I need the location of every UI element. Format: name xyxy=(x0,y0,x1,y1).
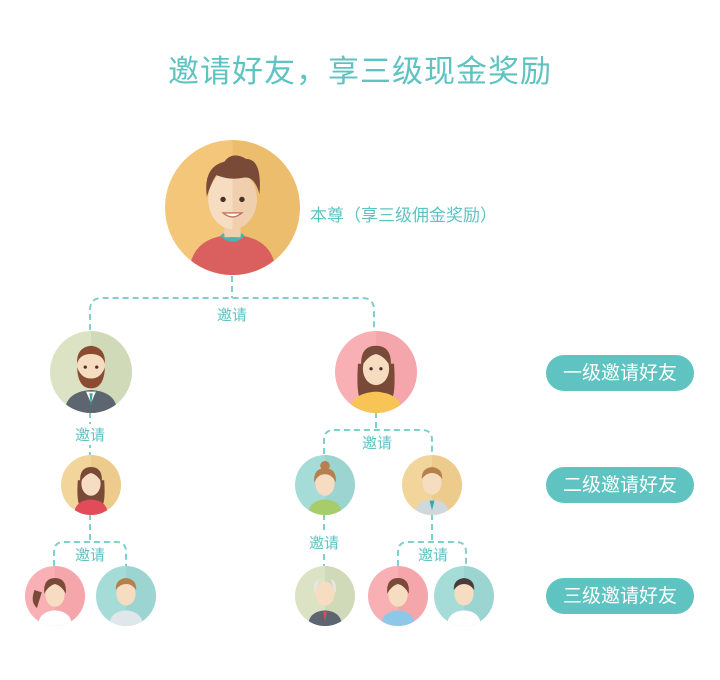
young-man-icon xyxy=(165,140,300,275)
invite-label-root: 邀请 xyxy=(214,304,250,325)
level-3-badge: 三级邀请好友 xyxy=(546,578,694,614)
page-title: 邀请好友，享三级现金奖励 xyxy=(168,54,552,90)
invite-label-l3-left: 邀请 xyxy=(72,544,108,565)
man-tie-icon xyxy=(402,455,462,515)
bearded-man-icon xyxy=(50,331,132,413)
invite-label-left: 邀请 xyxy=(72,424,108,445)
invite-label-right: 邀请 xyxy=(359,432,395,453)
girl-ponytail-icon xyxy=(25,566,85,626)
man-suit-icon xyxy=(434,566,494,626)
woman-shirt-icon xyxy=(368,566,428,626)
invite-label-l3-middle: 邀请 xyxy=(306,532,342,553)
girl-icon xyxy=(61,455,121,515)
self-label: 本尊（享三级佣金奖励） xyxy=(310,206,497,226)
level-2-badge: 二级邀请好友 xyxy=(546,467,694,503)
level-1-badge: 一级邀请好友 xyxy=(546,355,694,391)
woman-bun-icon xyxy=(295,455,355,515)
woman-icon xyxy=(335,331,417,413)
invite-label-l3-right: 邀请 xyxy=(415,544,451,565)
man-icon xyxy=(96,566,156,626)
old-man-icon xyxy=(295,566,355,626)
